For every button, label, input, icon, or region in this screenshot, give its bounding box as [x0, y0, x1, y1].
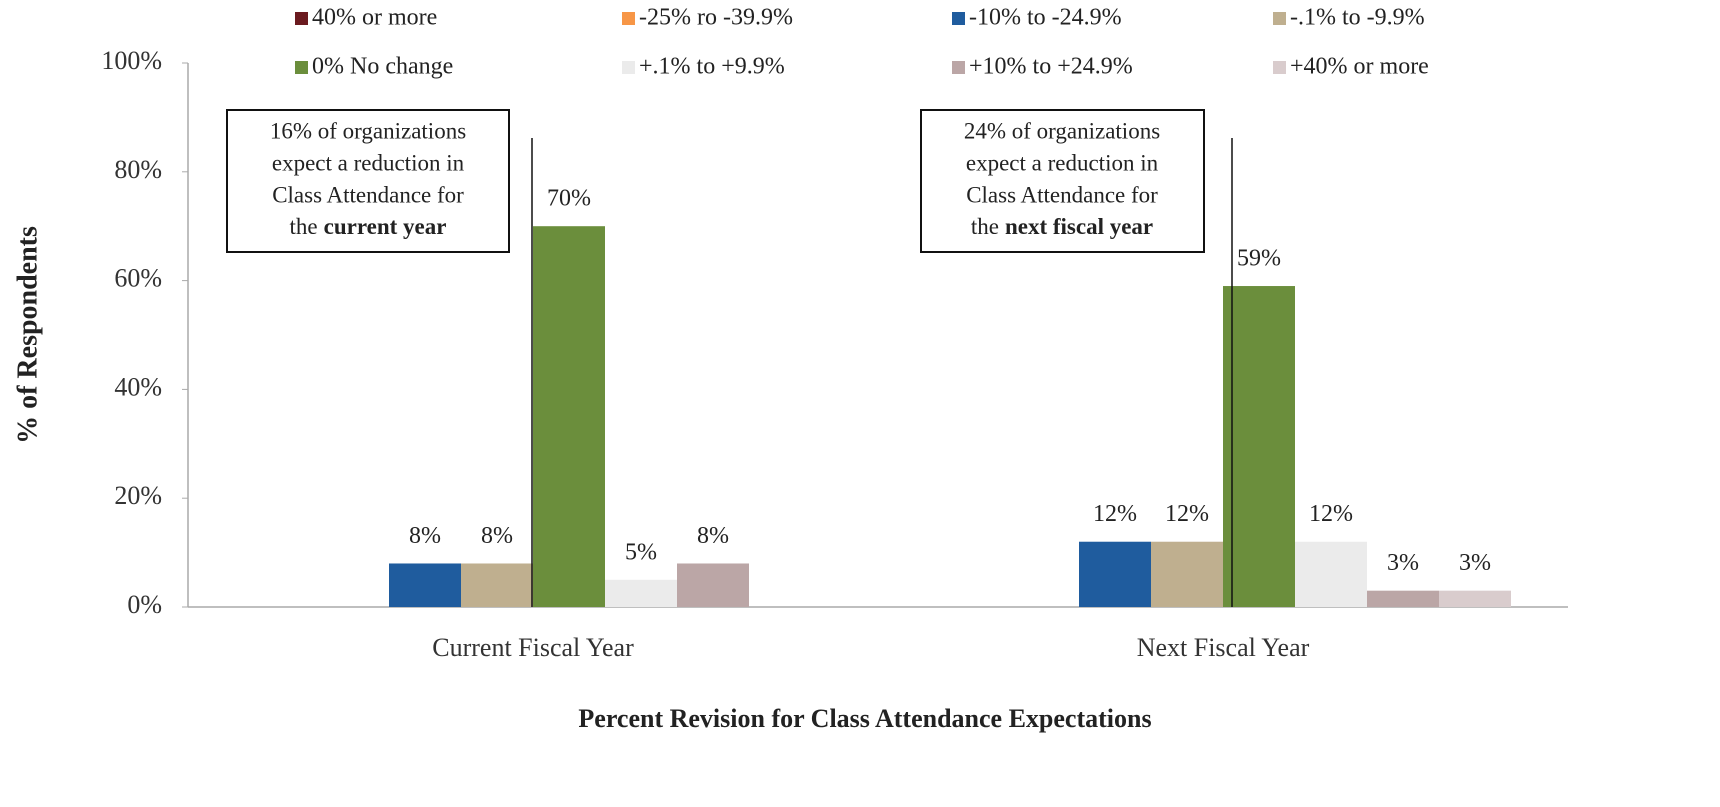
legend-label: -.1% to -9.9% — [1290, 5, 1425, 31]
legend-swatch — [295, 61, 308, 74]
bar — [1367, 590, 1439, 607]
bar — [1079, 541, 1151, 607]
legend-swatch — [952, 61, 965, 74]
legend-swatch — [622, 61, 635, 74]
value-label: 3% — [1459, 550, 1491, 576]
bar — [1295, 541, 1367, 607]
legend-label: 40% or more — [312, 5, 437, 31]
legend-label: 0% No change — [312, 54, 453, 80]
bar — [605, 579, 677, 607]
annotation-text: Class Attendance for — [966, 182, 1158, 207]
value-label: 8% — [481, 523, 513, 549]
value-label: 59% — [1237, 246, 1281, 272]
bar — [1223, 286, 1295, 607]
annotation-box — [226, 109, 510, 253]
y-tick-label: 0% — [127, 590, 162, 619]
bar — [533, 226, 605, 607]
y-tick-label: 100% — [101, 46, 162, 75]
annotation-text: the current year — [290, 214, 447, 239]
legend-label: +40% or more — [1290, 54, 1429, 80]
value-label: 8% — [697, 523, 729, 549]
annotation-bold: next fiscal year — [1005, 214, 1153, 239]
bar — [1151, 541, 1223, 607]
annotation-text: the — [290, 214, 318, 239]
legend-swatch — [952, 12, 965, 25]
x-tick-label: Next Fiscal Year — [1137, 633, 1310, 662]
legend-label: +10% to +24.9% — [969, 54, 1133, 80]
value-label: 3% — [1387, 550, 1419, 576]
bar — [1439, 590, 1511, 607]
annotation-box — [920, 109, 1205, 253]
annotation-text: 16% of organizations — [270, 118, 466, 143]
annotation-text: expect a reduction in — [272, 150, 465, 175]
y-tick-label: 40% — [114, 372, 162, 401]
annotation-text: Class Attendance for — [272, 182, 464, 207]
annotation-text: the — [971, 214, 999, 239]
annotation-text: 24% of organizations — [964, 118, 1160, 143]
annotation-bold: current year — [324, 214, 447, 239]
value-label: 70% — [547, 186, 591, 212]
value-label: 8% — [409, 523, 441, 549]
bar — [389, 563, 461, 607]
bar — [461, 563, 533, 607]
legend-label: -10% to -24.9% — [969, 5, 1122, 31]
value-label: 12% — [1309, 501, 1353, 527]
y-axis-title: % of Respondents — [12, 226, 43, 444]
y-tick-label: 20% — [114, 481, 162, 510]
legend-label: +.1% to +9.9% — [639, 54, 785, 80]
annotation-text: expect a reduction in — [966, 150, 1159, 175]
y-tick-label: 80% — [114, 155, 162, 184]
value-label: 12% — [1093, 501, 1137, 527]
legend-swatch — [295, 12, 308, 25]
legend-swatch — [1273, 12, 1286, 25]
annotation-text: the next fiscal year — [971, 214, 1153, 239]
y-tick-label: 60% — [114, 264, 162, 293]
value-label: 5% — [625, 539, 657, 565]
legend-label: -25% ro -39.9% — [639, 5, 793, 31]
legend-swatch — [622, 12, 635, 25]
x-tick-label: Current Fiscal Year — [432, 633, 634, 662]
bar — [677, 563, 749, 607]
legend-swatch — [1273, 61, 1286, 74]
x-axis-title: Percent Revision for Class Attendance Ex… — [578, 704, 1151, 733]
value-label: 12% — [1165, 501, 1209, 527]
bars — [389, 226, 1511, 607]
